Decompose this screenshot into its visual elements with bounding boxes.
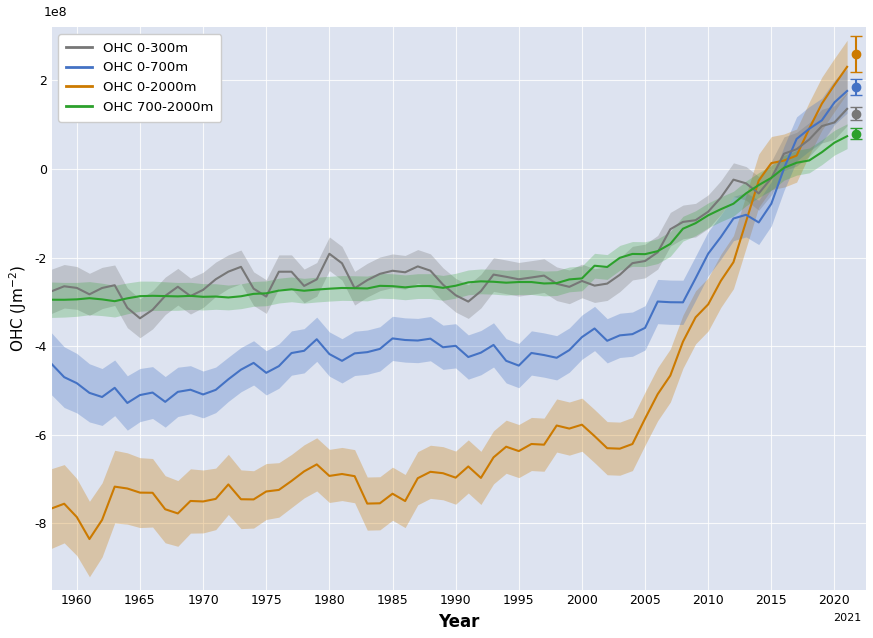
OHC 700-2000m bbox=[388, 283, 398, 290]
OHC 0-700m bbox=[564, 346, 574, 354]
OHC 700-2000m bbox=[564, 276, 574, 283]
OHC 0-2000m bbox=[84, 535, 94, 543]
OHC 700-2000m bbox=[46, 296, 57, 304]
OHC 0-2000m bbox=[450, 474, 461, 482]
OHC 0-2000m bbox=[388, 490, 398, 498]
OHC 700-2000m bbox=[501, 279, 512, 286]
OHC 700-2000m bbox=[109, 297, 120, 305]
OHC 0-300m bbox=[577, 277, 588, 285]
OHC 0-300m bbox=[450, 292, 461, 299]
OHC 0-2000m bbox=[577, 421, 588, 429]
OHC 700-2000m bbox=[577, 274, 588, 282]
OHC 0-300m bbox=[501, 273, 512, 281]
OHC 0-2000m bbox=[842, 63, 852, 71]
Legend: OHC 0-300m, OHC 0-700m, OHC 0-2000m, OHC 700-2000m: OHC 0-300m, OHC 0-700m, OHC 0-2000m, OHC… bbox=[58, 34, 222, 121]
OHC 0-2000m bbox=[501, 443, 512, 450]
OHC 0-300m bbox=[134, 315, 145, 322]
OHC 700-2000m bbox=[160, 292, 170, 300]
Text: 1e8: 1e8 bbox=[44, 6, 67, 19]
OHC 0-700m bbox=[160, 398, 170, 406]
OHC 700-2000m bbox=[450, 282, 461, 290]
OHC 0-700m bbox=[577, 333, 588, 341]
Line: OHC 700-2000m: OHC 700-2000m bbox=[52, 136, 847, 301]
OHC 0-300m bbox=[160, 292, 170, 300]
OHC 0-300m bbox=[564, 283, 574, 291]
OHC 0-300m bbox=[842, 105, 852, 113]
OHC 0-700m bbox=[501, 357, 512, 365]
OHC 700-2000m bbox=[842, 132, 852, 140]
OHC 0-300m bbox=[46, 288, 57, 295]
OHC 0-700m bbox=[842, 87, 852, 95]
OHC 0-2000m bbox=[564, 425, 574, 433]
OHC 0-700m bbox=[388, 334, 398, 342]
Text: 2021: 2021 bbox=[833, 612, 862, 623]
OHC 0-2000m bbox=[46, 505, 57, 512]
X-axis label: Year: Year bbox=[438, 613, 479, 631]
Y-axis label: OHC (Jm$^{-2}$): OHC (Jm$^{-2}$) bbox=[7, 265, 29, 352]
OHC 0-2000m bbox=[160, 505, 170, 513]
Line: OHC 0-2000m: OHC 0-2000m bbox=[52, 67, 847, 539]
OHC 0-300m bbox=[388, 267, 398, 274]
Line: OHC 0-300m: OHC 0-300m bbox=[52, 109, 847, 318]
OHC 0-700m bbox=[122, 399, 133, 407]
OHC 0-700m bbox=[46, 360, 57, 367]
Line: OHC 0-700m: OHC 0-700m bbox=[52, 91, 847, 403]
OHC 0-700m bbox=[450, 342, 461, 350]
